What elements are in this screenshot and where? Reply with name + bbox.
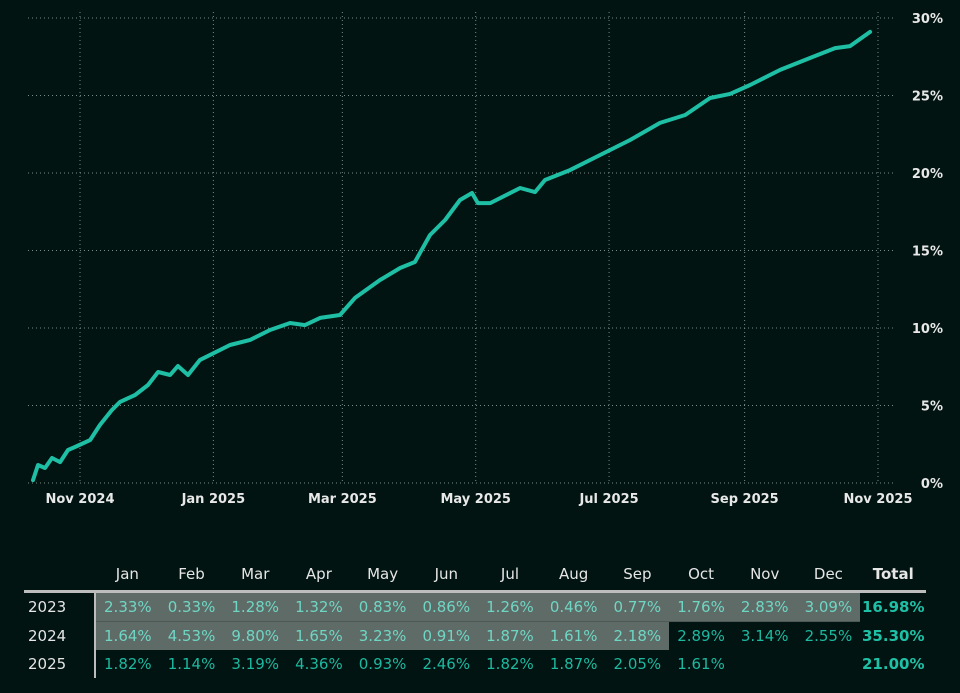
- y-tick-label: 20%: [912, 167, 943, 182]
- month-return-cell: 1.32%: [287, 590, 351, 622]
- y-tick-label: 0%: [921, 477, 943, 492]
- month-return-cell: 0.86%: [414, 590, 479, 622]
- x-tick-label: Nov 2024: [46, 492, 115, 507]
- month-header: Nov: [750, 565, 780, 583]
- cumulative-return-chart: 0% 5% 10% 15% 20% 25% 30% Nov 2024 Jan 2025 Mar 2…: [28, 12, 943, 507]
- month-return-cell: 1.82%: [486, 655, 534, 673]
- month-return-cell: 3.23%: [350, 621, 415, 650]
- month-return-cell: 2.18%: [605, 621, 670, 650]
- table-header-row: Jan Feb Mar Apr May Jun Jul Aug Sep Oct …: [24, 558, 926, 592]
- x-tick-label: Jan 2025: [181, 492, 246, 507]
- month-header: Dec: [813, 565, 843, 583]
- x-tick-label: Sep 2025: [711, 492, 779, 507]
- total-header: Total: [872, 565, 914, 583]
- month-return-cell: 1.76%: [669, 590, 733, 622]
- month-return-cell: 3.19%: [231, 655, 280, 673]
- year-cell: 2023: [24, 590, 96, 622]
- x-tick-label: Mar 2025: [308, 492, 377, 507]
- month-return-cell: 1.65%: [287, 621, 351, 650]
- month-return-cell: 4.36%: [295, 655, 343, 673]
- y-tick-label: 25%: [912, 90, 943, 105]
- year-header: [24, 558, 95, 592]
- month-return-cell: 3.14%: [740, 627, 789, 645]
- month-return-cell: 9.80%: [223, 621, 288, 650]
- month-header: Mar: [241, 565, 270, 583]
- y-tick-label: 30%: [912, 12, 943, 27]
- month-header: Feb: [178, 565, 205, 583]
- month-return-cell: 0.33%: [159, 590, 224, 622]
- y-tick-label: 10%: [912, 322, 943, 337]
- x-tick-label: May 2025: [440, 492, 511, 507]
- month-return-cell: 0.83%: [350, 590, 415, 622]
- month-header: Jan: [115, 565, 139, 583]
- year-cell: 2025: [24, 650, 96, 678]
- month-return-cell: 0.46%: [541, 590, 606, 622]
- total-cell: 35.30%: [862, 626, 925, 645]
- month-return-cell: 2.33%: [95, 590, 160, 622]
- x-tick-label: Jul 2025: [578, 492, 638, 507]
- table-row: 2023 2.33% 0.33% 1.28% 1.32% 0.83% 0.86% 1.26% 0…: [24, 590, 927, 622]
- month-return-cell: 3.09%: [796, 590, 861, 622]
- x-tick-label: Nov 2025: [844, 492, 913, 507]
- month-return-cell: 2.89%: [677, 627, 725, 645]
- month-return-cell: 1.82%: [104, 655, 152, 673]
- month-header: Apr: [305, 565, 332, 583]
- y-tick-label: 15%: [912, 245, 943, 260]
- monthly-returns-table: Jan Feb Mar Apr May Jun Jul Aug Sep Oct …: [24, 558, 927, 678]
- month-header: Sep: [623, 565, 652, 583]
- month-header: Aug: [559, 565, 589, 583]
- month-return-cell: 2.83%: [732, 590, 797, 622]
- month-return-cell: 1.28%: [223, 590, 288, 622]
- month-return-cell: 0.77%: [605, 590, 670, 622]
- month-return-cell: 2.05%: [613, 655, 662, 673]
- month-return-cell: 1.87%: [549, 655, 598, 673]
- total-cell: 21.00%: [862, 655, 925, 673]
- total-cell: 16.98%: [860, 590, 927, 622]
- month-return-cell: 1.26%: [478, 590, 542, 622]
- month-return-cell: 4.53%: [159, 621, 224, 650]
- table-row: 2025 1.82% 1.14% 3.19% 4.36% 0.93% 2.46% 1.82% 1…: [24, 650, 926, 678]
- month-return-cell: 0.91%: [414, 621, 479, 650]
- month-header: Oct: [688, 565, 714, 583]
- month-return-cell: 1.61%: [677, 655, 725, 673]
- month-return-cell: 2.46%: [422, 655, 471, 673]
- month-return-cell: [797, 650, 861, 678]
- table-row: 2024 1.64% 4.53% 9.80% 1.65% 3.23% 0.91% 1.87% 1…: [24, 621, 926, 650]
- month-header: Jun: [434, 565, 458, 583]
- month-return-cell: 1.64%: [95, 621, 160, 650]
- month-return-cell: 0.93%: [358, 655, 407, 673]
- y-tick-label: 5%: [921, 400, 943, 415]
- month-return-cell: 1.61%: [541, 621, 606, 650]
- month-header: Jul: [500, 565, 520, 583]
- month-header: May: [367, 565, 399, 583]
- month-return-cell: 1.87%: [478, 621, 542, 650]
- month-return-cell: 2.55%: [804, 627, 853, 645]
- year-cell: 2024: [24, 621, 96, 650]
- month-return-cell: 1.14%: [167, 655, 216, 673]
- cumulative-return-line: [31, 29, 873, 483]
- month-return-cell: [733, 650, 797, 678]
